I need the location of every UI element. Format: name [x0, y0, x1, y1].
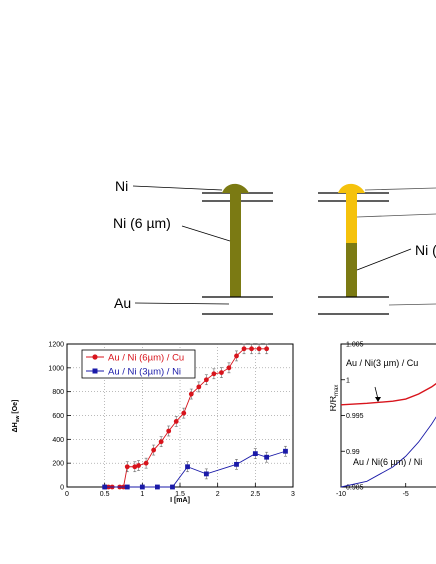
chart1-point-blue [203, 471, 209, 477]
chart2-y-tick-label: 1.005 [346, 342, 364, 349]
right-ni-leader-line [356, 248, 412, 271]
chart2-x-tick-label: -5 [403, 491, 409, 498]
chart1-point-red [143, 460, 149, 466]
chart2-arrowhead [375, 397, 381, 402]
right-gold-layer [346, 193, 357, 243]
chart1-point-blue [234, 461, 239, 467]
chart1-x-tick-label: 1 [140, 491, 144, 498]
chart1-point-red [196, 384, 202, 390]
switching-field-chart: 0 200 400 600 800 1000 1200 0 0.5 1 1.5 2 2.5 3 Au / … [12, 342, 295, 505]
chart1-y-tick-label: 600 [52, 413, 64, 420]
legend-blue-marker [92, 368, 98, 374]
chart1-point-red [151, 447, 157, 453]
right-pillar [318, 183, 436, 315]
chart1-y-tick-label: 200 [52, 461, 64, 468]
legend-blue-label: Au / Ni (3µm) / Ni [108, 367, 181, 378]
chart1-y-tick-label: 800 [52, 389, 64, 396]
chart1-point-blue [139, 484, 145, 490]
chart1-point-blue [252, 451, 258, 457]
chart2-y-tick-label: 0.99 [346, 449, 360, 456]
chart1-point-red [256, 346, 262, 352]
ni6-leader-line [181, 225, 231, 242]
chart1-y-tick-label: 1200 [48, 342, 64, 349]
chart1-legend-box [81, 349, 196, 379]
au-leader-line [134, 302, 230, 305]
chart1-point-red [181, 410, 187, 416]
left-pillar [132, 183, 273, 315]
chart1-x-tick-label: 3 [291, 491, 295, 498]
chart1-point-red [241, 346, 247, 352]
label-right-ni: Ni ( [415, 242, 436, 258]
chart1-x-tick-label: 2 [216, 491, 220, 498]
chart1-point-red [249, 346, 254, 352]
label-au: Au [114, 295, 132, 311]
chart1-y-tick-label: 1000 [48, 365, 64, 372]
chart2-annotation-ni: Au / Ni(6 µm) / Ni [353, 457, 422, 467]
chart2-series-line-0 [340, 382, 436, 406]
chart2-series-line-1 [340, 416, 436, 488]
chart1-x-tick-label: 2.5 [250, 491, 260, 498]
chart1-point-red [132, 464, 138, 470]
chart1-point-blue [264, 454, 270, 460]
chart2-y-tick-label: 0.985 [346, 485, 364, 492]
left-ni-6um-layer [230, 193, 241, 297]
chart1-point-red [211, 371, 217, 377]
left-ni-cap [222, 183, 249, 193]
label-ni-top: Ni [115, 178, 129, 194]
chart1-point-blue [124, 484, 130, 490]
chart1-point-red [188, 391, 194, 397]
chart1-point-blue [102, 484, 108, 490]
chart1-point-blue [185, 464, 190, 470]
chart1-point-red [158, 439, 164, 445]
chart1-point-blue [283, 448, 288, 454]
chart1-point-red [203, 377, 209, 383]
chart1-point-red [136, 463, 141, 468]
chart1-x-axis-label: I [mA] [170, 497, 190, 504]
chart1-point-red [173, 419, 179, 424]
pillar-diagram [132, 183, 436, 315]
right-bottom-leader-line [388, 303, 436, 306]
chart2-x-tick-label: -10 [336, 491, 346, 498]
resistance-chart: 0.985 0.99 0.995 1 1.005 -10 -5 Au / Ni(3 µm) … [330, 342, 436, 498]
right-top-cap [338, 183, 365, 193]
chart1-point-red [166, 428, 172, 434]
chart1-point-red [219, 370, 224, 375]
chart1-y-tick-label: 400 [52, 437, 64, 444]
chart2-y-axis-label: R/Rmax [330, 385, 340, 412]
chart1-y-axis-label: ΔHsw [Oe] [12, 400, 21, 433]
legend-red-marker [92, 354, 98, 360]
chart1-point-red [124, 464, 130, 470]
chart1-series-line-1 [104, 450, 286, 488]
chart1-point-red [226, 365, 232, 371]
chart2-y-tick-label: 0.995 [346, 413, 364, 420]
chart1-point-red [234, 353, 239, 359]
right-cap-leader-line [364, 187, 436, 191]
right-gold-leader-line [356, 213, 436, 218]
chart1-x-tick-label: 0 [65, 491, 69, 498]
chart1-x-tick-label: 1.5 [175, 491, 185, 498]
chart1-point-blue [155, 484, 160, 490]
legend-red-label: Au / Ni (6µm) / Cu [108, 353, 184, 364]
chart2-annotation-cu: Au / Ni(3 µm) / Cu [346, 358, 418, 368]
chart1-y-tick-label: 0 [60, 485, 64, 492]
label-ni-6um: Ni (6 µm) [113, 215, 171, 231]
right-olive-layer [346, 243, 357, 297]
chart1-point-blue [170, 484, 175, 490]
chart2-y-tick-label: 1 [346, 377, 350, 384]
chart1-point-red [264, 346, 270, 352]
chart1-x-tick-label: 0.5 [100, 491, 110, 498]
ni-leader-line [132, 185, 223, 191]
